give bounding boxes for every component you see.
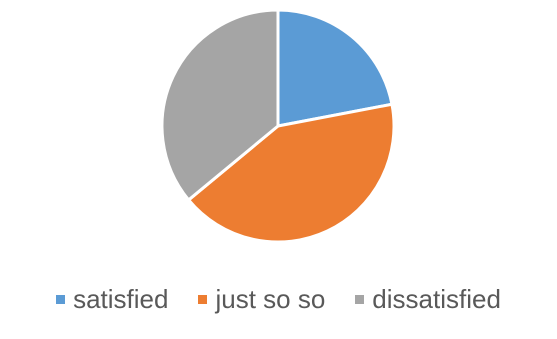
legend: satisfied just so so dissatisfied	[0, 279, 557, 319]
legend-swatch-satisfied	[56, 294, 66, 304]
legend-label-satisfied: satisfied	[73, 283, 169, 314]
legend-item-satisfied: satisfied	[56, 284, 168, 315]
pie-slice-just-so-so	[187, 102, 396, 244]
pie-slice-dissatisfied	[160, 8, 280, 202]
legend-item-just-so-so: just so so	[198, 284, 325, 315]
legend-swatch-just-so-so	[198, 294, 208, 304]
legend-label-dissatisfied: dissatisfied	[372, 283, 501, 314]
legend-label-just-so-so: just so so	[215, 283, 326, 314]
legend-item-dissatisfied: dissatisfied	[355, 284, 501, 315]
pie-slice-satisfied	[276, 8, 394, 128]
legend-swatch-dissatisfied	[355, 294, 365, 304]
